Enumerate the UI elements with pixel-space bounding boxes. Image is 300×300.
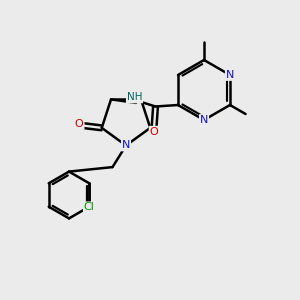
Text: N: N [200, 115, 208, 125]
Text: NH: NH [127, 92, 142, 103]
Text: O: O [150, 127, 158, 137]
Text: N: N [226, 70, 234, 80]
Text: O: O [75, 119, 84, 129]
Text: N: N [122, 140, 130, 151]
Text: Cl: Cl [84, 202, 95, 212]
